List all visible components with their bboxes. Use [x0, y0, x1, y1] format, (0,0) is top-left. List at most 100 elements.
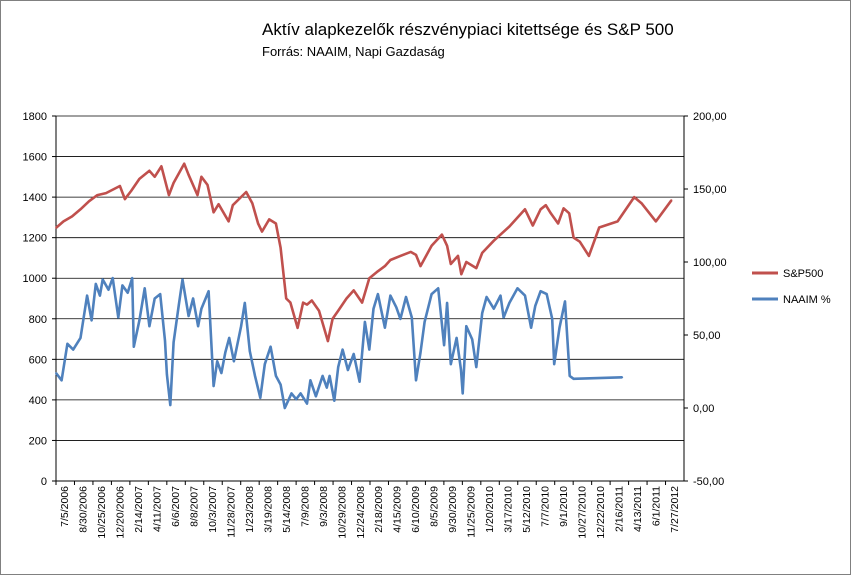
- point-sp500: [62, 220, 65, 223]
- point-naaim: [471, 338, 474, 341]
- point-sp500: [55, 227, 57, 229]
- point-sp500: [409, 251, 412, 253]
- point-naaim: [295, 398, 298, 401]
- point-sp500: [257, 222, 259, 225]
- point-naaim: [502, 316, 505, 319]
- x-tick-label: 9/30/2009: [447, 486, 459, 533]
- x-tick-label: 12/22/2010: [595, 486, 607, 539]
- x-tick-label: 9/3/2008: [318, 486, 330, 527]
- left-tick-label: 400: [29, 395, 47, 407]
- point-naaim: [132, 345, 135, 348]
- point-sp500: [71, 215, 73, 218]
- point-naaim: [181, 278, 184, 281]
- point-sp500: [446, 244, 448, 247]
- point-naaim: [121, 284, 124, 287]
- point-sp500: [285, 297, 288, 300]
- point-naaim: [437, 287, 440, 290]
- point-sp500: [457, 255, 459, 257]
- series-line-naaim: [54, 276, 623, 410]
- point-naaim: [564, 300, 566, 303]
- point-sp500: [79, 208, 82, 211]
- point-sp500: [375, 271, 378, 273]
- x-tick-label: 7/7/2010: [539, 486, 551, 527]
- x-tick-label: 10/27/2010: [576, 486, 588, 539]
- point-naaim: [263, 363, 266, 366]
- x-tick-label: 5/12/2010: [521, 486, 533, 533]
- point-sp500: [568, 212, 571, 215]
- point-sp500: [345, 297, 348, 300]
- point-naaim: [207, 290, 210, 293]
- x-tick-label: 4/15/2009: [392, 486, 404, 533]
- point-naaim: [499, 294, 502, 297]
- point-naaim: [384, 326, 386, 329]
- chart-title: Aktív alapkezelők részvénypiaci kitettsé…: [262, 20, 674, 39]
- point-naaim: [299, 392, 302, 395]
- right-tick-label: 100,00: [693, 257, 727, 269]
- point-sp500: [465, 261, 468, 263]
- left-tick-label: 0: [41, 476, 47, 488]
- point-naaim: [325, 386, 328, 389]
- point-naaim: [172, 341, 175, 344]
- point-naaim: [60, 379, 63, 382]
- point-naaim: [283, 407, 286, 409]
- point-sp500: [251, 202, 254, 205]
- point-naaim: [337, 366, 340, 368]
- left-tick-label: 800: [29, 314, 47, 326]
- point-naaim: [364, 321, 366, 323]
- x-tick-label: 3/17/2010: [503, 486, 515, 533]
- point-sp500: [206, 184, 209, 186]
- point-sp500: [361, 301, 363, 304]
- point-naaim: [111, 277, 114, 279]
- point-sp500: [337, 309, 340, 312]
- point-sp500: [539, 208, 542, 211]
- point-naaim: [508, 302, 511, 304]
- right-tick-label: 150,00: [693, 184, 727, 196]
- point-sp500: [549, 212, 552, 215]
- legend-label-naaim: NAAIM %: [783, 294, 831, 306]
- x-tick-label: 6/10/2009: [410, 486, 422, 533]
- left-tick-label: 1600: [23, 152, 47, 164]
- x-tick-label: 6/1/2011: [650, 486, 662, 526]
- x-tick-label: 1/20/2010: [484, 486, 496, 533]
- point-naaim: [475, 366, 478, 368]
- left-tick-label: 1000: [23, 273, 47, 285]
- x-tick-label: 1/23/2008: [244, 486, 256, 533]
- point-naaim: [240, 325, 243, 328]
- point-sp500: [327, 340, 329, 342]
- point-sp500: [430, 244, 433, 247]
- point-sp500: [508, 225, 511, 228]
- point-naaim: [352, 353, 355, 355]
- x-tick-label: 12/20/2006: [115, 486, 127, 539]
- point-naaim: [148, 325, 151, 328]
- point-naaim: [460, 369, 462, 371]
- left-tick-label: 200: [29, 435, 47, 447]
- x-tick-label: 2/16/2011: [613, 486, 625, 532]
- point-naaim: [410, 316, 413, 319]
- point-sp500: [544, 204, 547, 207]
- left-tick-label: 1800: [23, 111, 47, 123]
- point-naaim: [545, 293, 548, 295]
- point-naaim: [107, 288, 110, 291]
- x-tick-label: 10/25/2006: [96, 486, 108, 539]
- point-naaim: [138, 319, 141, 322]
- point-sp500: [557, 222, 559, 225]
- x-axis-ticks: 7/5/2006 8/30/2006 10/25/2006 12/20/2006 2/1…: [55, 481, 681, 539]
- point-naaim: [159, 293, 162, 295]
- point-naaim: [192, 297, 195, 300]
- point-naaim: [405, 296, 407, 298]
- point-sp500: [633, 196, 636, 199]
- left-tick-label: 600: [29, 354, 47, 366]
- left-axis-ticks: 0 200 400 600 800 1000 1200 1400 1600 1800: [23, 111, 56, 488]
- point-naaim: [79, 337, 82, 339]
- point-sp500: [227, 220, 230, 223]
- right-tick-label: 200,00: [693, 111, 727, 123]
- point-naaim: [101, 278, 104, 281]
- x-tick-label: 7/27/2012: [669, 486, 681, 533]
- point-sp500: [562, 207, 565, 210]
- point-sp500: [160, 165, 163, 168]
- point-sp500: [231, 204, 234, 207]
- point-naaim: [220, 372, 223, 374]
- point-sp500: [475, 267, 478, 269]
- x-tick-label: 2/14/2007: [133, 486, 145, 533]
